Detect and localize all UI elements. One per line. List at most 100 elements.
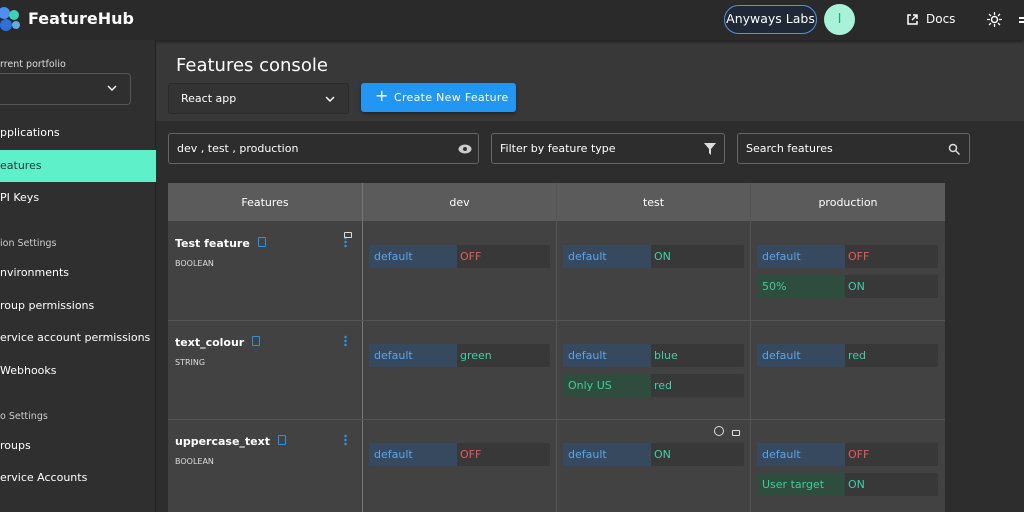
copy-icon[interactable]	[257, 237, 266, 247]
feature-type: STRING	[175, 358, 206, 367]
strategy-key: default	[369, 344, 457, 367]
feature-name[interactable]: Test feature	[175, 237, 250, 250]
docs-icon	[907, 14, 918, 25]
feature-table: Features dev test production Test feature BOO…	[168, 183, 945, 512]
feature-name[interactable]: uppercase_text	[175, 435, 270, 448]
environment-filter[interactable]: dev , test , production	[168, 133, 479, 164]
strategy-key: default	[757, 245, 845, 268]
feature-type: BOOLEAN	[175, 457, 214, 466]
strategy-chip[interactable]: default red	[757, 344, 938, 367]
create-feature-label: Create New Feature	[394, 91, 509, 104]
application-name: React app	[181, 92, 237, 105]
organization[interactable]: Anyways Labs	[724, 5, 817, 34]
strategy-value: ON	[654, 250, 671, 263]
copy-icon[interactable]	[252, 336, 261, 346]
nav-item[interactable]: roups	[0, 439, 31, 452]
column-header: Features	[241, 196, 289, 209]
strategy-chip[interactable]: default blue	[563, 344, 744, 367]
logo	[0, 7, 20, 31]
docs-link[interactable]: Docs	[926, 12, 956, 26]
more-icon[interactable]	[344, 434, 347, 446]
lock-icon[interactable]	[732, 430, 740, 436]
feature-type: BOOLEAN	[175, 259, 214, 268]
strategy-key: default	[563, 245, 651, 268]
column-divider	[362, 183, 363, 512]
strategy-chip[interactable]: default OFF	[369, 443, 550, 466]
column-header: test	[642, 196, 665, 209]
strategy-chip[interactable]: User target ON	[757, 473, 938, 496]
strategy-chip[interactable]: default OFF	[369, 245, 550, 268]
strategy-value: red	[654, 379, 673, 392]
strategy-chip[interactable]: default green	[369, 344, 550, 367]
type-filter-placeholder: Filter by feature type	[500, 142, 616, 155]
filter-icon	[704, 143, 716, 155]
strategy-value: ON	[654, 448, 671, 461]
nav-item[interactable]: pplications	[0, 126, 60, 139]
search-icon	[948, 143, 960, 155]
disabled-icon[interactable]	[714, 426, 724, 436]
strategy-value: OFF	[848, 448, 870, 461]
strategy-chip[interactable]: Only US red	[563, 374, 744, 397]
strategy-chip[interactable]: default OFF	[757, 245, 938, 268]
strategy-chip[interactable]: default ON	[563, 443, 744, 466]
strategy-key: default	[369, 245, 457, 268]
avatar[interactable]: I	[824, 4, 855, 35]
strategy-value: green	[460, 349, 492, 362]
plus-icon: +	[375, 86, 389, 105]
sidebar	[0, 40, 156, 512]
strategy-value: OFF	[460, 448, 482, 461]
page-title: Features console	[176, 55, 328, 76]
nav-item[interactable]: PI Keys	[0, 191, 40, 204]
lock-icon[interactable]	[344, 232, 352, 238]
theme-toggle[interactable]	[987, 12, 1002, 27]
feature-name[interactable]: text_colour	[175, 336, 245, 349]
strategy-chip[interactable]: default ON	[563, 245, 744, 268]
row-divider	[168, 419, 945, 420]
visibility-icon[interactable]	[458, 143, 472, 155]
strategy-chip[interactable]: 50% ON	[757, 275, 938, 298]
column-header: production	[818, 196, 878, 209]
strategy-key: User target	[757, 473, 845, 496]
strategy-key: default	[369, 443, 457, 466]
column-divider	[750, 183, 751, 512]
application-select[interactable]: React app	[168, 83, 349, 114]
strategy-value: blue	[654, 349, 678, 362]
more-icon[interactable]	[344, 236, 347, 248]
strategy-value: ON	[848, 280, 865, 293]
nav-item[interactable]: ervice Accounts	[0, 471, 88, 484]
nav-item[interactable]: roup permissions	[0, 299, 95, 312]
strategy-key: default	[757, 344, 845, 367]
copy-icon[interactable]	[278, 435, 286, 445]
strategy-chip[interactable]: default OFF	[757, 443, 938, 466]
strategy-value: red	[848, 349, 867, 362]
search-placeholder: Search features	[746, 142, 833, 155]
strategy-value: ON	[848, 478, 865, 491]
strategy-key: Only US	[563, 374, 651, 397]
menu-icon[interactable]	[1016, 14, 1024, 26]
strategy-value: OFF	[460, 250, 482, 263]
create-feature-button[interactable]: + Create New Feature	[361, 83, 516, 112]
nav-section: ion Settings	[0, 238, 57, 249]
portfolio-select[interactable]	[0, 73, 131, 105]
nav-item[interactable]: eatures	[0, 159, 42, 172]
column-divider	[556, 183, 557, 512]
strategy-key: default	[757, 443, 845, 466]
strategy-value: OFF	[848, 250, 870, 263]
nav-item[interactable]: ervice account permissions	[0, 331, 151, 344]
nav-item[interactable]: Webhooks	[0, 364, 57, 377]
row-divider	[168, 320, 945, 321]
nav-item[interactable]: nvironments	[0, 266, 70, 279]
search-box[interactable]: Search features	[737, 133, 970, 164]
nav-highlight	[0, 150, 156, 182]
type-filter[interactable]: Filter by feature type	[491, 133, 725, 164]
top-bar	[0, 0, 1024, 40]
nav-section: o Settings	[0, 411, 48, 422]
brand: FeatureHub	[28, 9, 134, 28]
environment-filter-value: dev , test , production	[177, 142, 299, 155]
strategy-key: default	[563, 344, 651, 367]
portfolio-label: rrent portfolio	[0, 59, 66, 70]
strategy-key: default	[563, 443, 651, 466]
strategy-key: 50%	[757, 275, 845, 298]
more-icon[interactable]	[344, 335, 347, 347]
